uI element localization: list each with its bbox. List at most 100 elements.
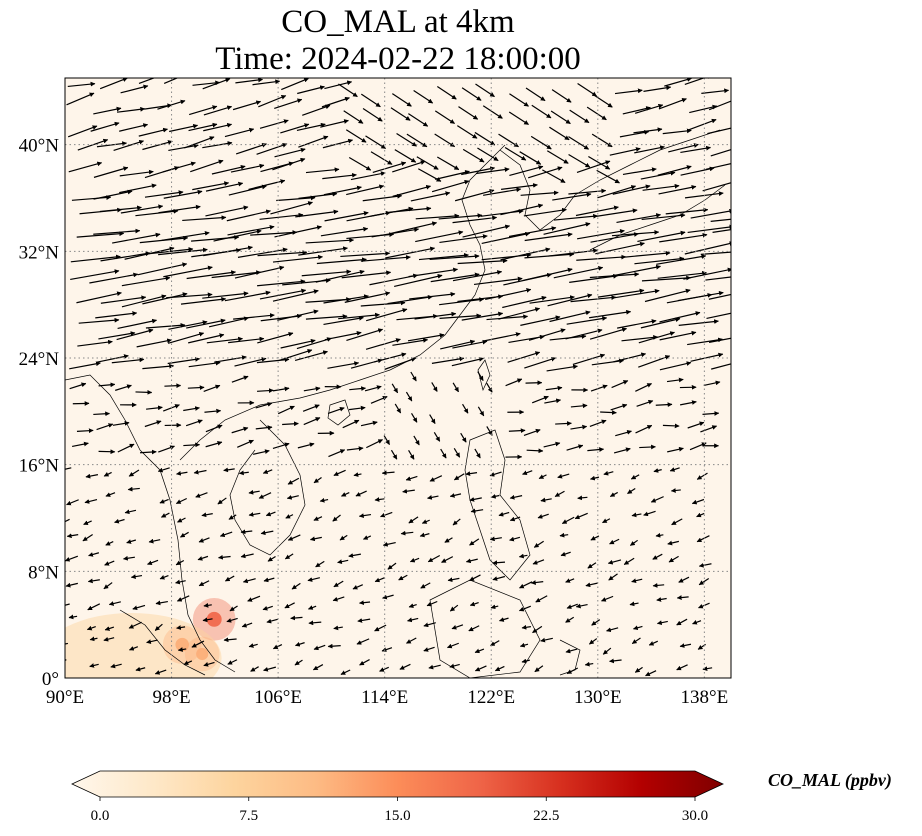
wind-arrow <box>305 237 355 244</box>
wind-arrow <box>687 118 717 131</box>
wind-arrow <box>429 253 480 261</box>
wind-arrow <box>166 292 213 299</box>
wind-arrow <box>698 562 712 568</box>
wind-arrow <box>65 466 72 472</box>
wind-arrow <box>284 553 294 560</box>
wind-arrow <box>295 209 339 218</box>
wind-arrow <box>444 537 453 543</box>
wind-arrow <box>259 119 289 129</box>
wind-arrow <box>439 297 485 306</box>
wind-arrow <box>164 383 182 389</box>
wind-arrow <box>381 470 395 476</box>
wind-arrow <box>662 423 680 429</box>
wind-arrow <box>202 78 231 90</box>
wind-arrow <box>327 643 341 649</box>
wind-arrow <box>161 230 210 241</box>
wind-arrow <box>492 575 506 581</box>
wind-arrow <box>175 579 186 585</box>
wind-arrow <box>263 666 276 672</box>
wind-arrow <box>257 279 306 287</box>
wind-arrow <box>362 108 383 122</box>
wind-arrow <box>316 257 367 265</box>
wind-arrow <box>518 553 528 559</box>
wind-arrow <box>400 530 414 536</box>
wind-arrow <box>553 266 604 279</box>
wind-arrow <box>398 574 408 581</box>
wind-arrow <box>190 159 224 173</box>
wind-arrow <box>135 208 179 217</box>
wind-arrow <box>374 497 385 502</box>
wind-arrow <box>601 595 614 602</box>
wind-arrow <box>67 125 98 138</box>
wind-arrow <box>255 402 273 409</box>
wind-arrow <box>346 184 385 196</box>
co-background-plume <box>65 613 222 678</box>
wind-arrow <box>684 241 731 255</box>
wind-arrow <box>451 624 464 630</box>
wind-arrow <box>167 331 205 344</box>
wind-arrow <box>98 382 116 388</box>
wind-arrow <box>348 553 361 558</box>
wind-arrow <box>198 537 210 543</box>
latitude-tick-label: 40°N <box>19 136 60 157</box>
wind-arrow <box>159 498 169 504</box>
wind-arrow <box>99 78 128 90</box>
wind-arrow <box>119 123 149 132</box>
wind-arrow <box>708 100 731 111</box>
wind-arrow <box>696 535 710 543</box>
wind-arrow <box>321 96 350 108</box>
wind-arrow <box>323 315 364 326</box>
wind-arrow <box>96 141 128 148</box>
wind-arrow <box>710 148 731 157</box>
wind-arrow <box>643 510 656 517</box>
wind-arrow <box>327 361 360 369</box>
wind-arrow <box>66 499 79 506</box>
wind-arrow <box>542 169 566 184</box>
wind-arrow <box>201 512 213 518</box>
wind-arrow <box>408 449 415 460</box>
wind-arrow <box>285 514 294 519</box>
wind-arrow <box>247 595 261 602</box>
wind-arrow <box>559 532 569 538</box>
wind-arrow <box>641 213 686 221</box>
wind-arrow <box>486 382 493 393</box>
wind-arrow <box>613 447 631 454</box>
wind-arrow <box>631 578 643 584</box>
wind-arrow <box>557 473 570 479</box>
wind-arrow <box>631 637 641 645</box>
wind-arrow <box>286 495 299 500</box>
wind-arrow <box>392 338 429 346</box>
wind-arrow <box>327 406 345 414</box>
wind-arrow <box>274 147 306 158</box>
wind-arrow <box>238 470 249 476</box>
wind-arrow <box>627 488 636 495</box>
wind-arrow <box>146 405 163 411</box>
wind-arrow <box>656 254 707 265</box>
wind-arrow <box>93 106 122 115</box>
wind-arrow <box>574 512 588 520</box>
wind-arrow <box>452 382 460 393</box>
wind-arrow <box>105 541 114 546</box>
wind-arrow <box>277 405 295 415</box>
wind-arrow <box>383 435 391 445</box>
wind-arrow <box>115 384 132 391</box>
wind-arrow <box>561 516 575 525</box>
wind-arrow <box>186 270 236 280</box>
wind-arrow <box>454 189 495 202</box>
wind-arrow <box>468 625 480 632</box>
wind-arrow <box>689 104 718 114</box>
wind-arrow <box>399 663 411 670</box>
wind-arrow <box>474 665 487 672</box>
wind-arrow <box>490 604 499 610</box>
wind-arrow <box>382 594 394 600</box>
wind-arrow <box>480 209 524 217</box>
wind-arrow <box>423 622 436 628</box>
wind-arrow <box>461 166 496 176</box>
wind-arrow <box>621 335 659 342</box>
colorbar-tick-label: 0.0 <box>91 808 110 824</box>
wind-arrow <box>337 559 349 564</box>
wind-arrow <box>639 444 656 450</box>
coastline-taiwan <box>477 359 491 392</box>
wind-arrow <box>635 424 653 434</box>
wind-arrow <box>504 146 527 161</box>
